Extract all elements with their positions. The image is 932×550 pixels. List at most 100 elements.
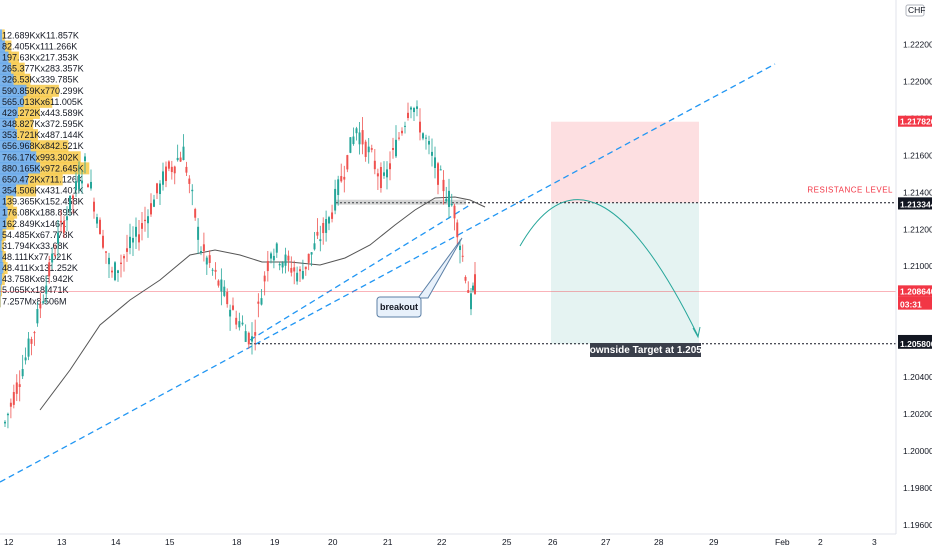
volume-profile-label: 176.08Kx188.895K (2, 208, 79, 218)
candle-body (437, 163, 439, 185)
volume-profile-label: 353.721Kx487.144K (2, 130, 84, 140)
candle-body (51, 253, 54, 263)
projection-arrowhead (692, 326, 701, 339)
currency-label: CHF (908, 5, 925, 15)
time-axis[interactable]: 12 13 14 15 18 19 20 21 22 25 26 27 28 29 Feb 2 3 (0, 533, 896, 547)
candle-body (159, 183, 161, 195)
candle-body (284, 254, 287, 266)
candle-body (358, 132, 361, 145)
candlestick-series (4, 100, 476, 429)
candle-body (176, 157, 179, 161)
candle-body (211, 269, 214, 271)
volume-profile-label: 197.63Kx217.353K (2, 53, 79, 63)
candle-body (325, 219, 328, 233)
candle-body (205, 257, 208, 265)
candle-body (316, 231, 319, 236)
volume-profile-bar-up (3, 262, 8, 275)
price-axis[interactable]: 1.2220001.2200001.2180001.2160001.214000… (895, 0, 932, 534)
candle-body (78, 174, 80, 190)
price-tag (898, 198, 932, 210)
moving-average-line (39, 196, 486, 411)
candle-body (129, 236, 131, 249)
time-tick-label: 12 (4, 537, 14, 547)
candle-body (99, 219, 101, 235)
candle-body (322, 222, 325, 234)
volume-profile-bar-down (0, 173, 29, 186)
candle-body (150, 203, 152, 215)
candle-body (376, 173, 379, 177)
candle-body (349, 137, 352, 153)
candle-body (4, 421, 6, 424)
candle-body (24, 357, 27, 361)
candle-body (334, 188, 337, 211)
volume-profile-bar-up (2, 228, 6, 241)
price-tick-label: 1.220000 (903, 77, 932, 87)
volume-profile-bar-down (0, 262, 4, 275)
candle-body (132, 237, 134, 243)
time-tick-label: 25 (502, 537, 512, 547)
volume-profile-label: 656.968Kx842.521K (2, 141, 84, 151)
candle-body (343, 176, 346, 180)
candle-body (235, 317, 238, 325)
candle-body (9, 402, 12, 407)
candle-body (340, 176, 343, 182)
volume-profile-label: 31.794Kx33.68K (2, 241, 69, 251)
candle-body (208, 255, 211, 263)
candle-body (111, 270, 113, 273)
volume-profile-bar-down (0, 250, 3, 263)
candle-body (141, 223, 143, 229)
time-tick-label: 28 (654, 537, 664, 547)
candle-body (200, 251, 202, 253)
volume-profile-bar-down (0, 273, 3, 286)
volume-profile-bar-up (40, 162, 90, 175)
breakout-callout-bubble (376, 296, 422, 318)
candle-body (275, 243, 278, 253)
candle-body (241, 322, 244, 325)
candle-body (126, 248, 128, 252)
candle-body (431, 151, 433, 156)
candle-body (162, 171, 164, 185)
volume-profile-bar-up (0, 284, 2, 297)
ascending-trendline (0, 63, 776, 483)
price-tag-label: 1.205800 (900, 339, 932, 349)
candle-body (135, 226, 137, 237)
time-tick-label: 2 (818, 537, 823, 547)
volume-profile-bar-up (2, 273, 5, 286)
annotations: RESISTANCE LEVEL breakout Downside Target … (376, 186, 893, 357)
drawing-lines (0, 63, 896, 483)
candle-body (270, 253, 272, 259)
candle-body (153, 199, 155, 207)
volume-profile-bar-down (0, 129, 18, 142)
volume-profile-bar-down (0, 40, 6, 53)
volume-profile-label: 82.405Kx111.266K (2, 41, 77, 51)
volume-profile-bar-up (16, 184, 37, 197)
candle-body (313, 243, 316, 250)
candle-body (278, 263, 281, 266)
candle-body (6, 413, 9, 416)
candle-body (90, 181, 92, 189)
volume-profile-bar-up (2, 250, 6, 263)
volume-profile-bar-down (0, 84, 27, 97)
candle-body (266, 261, 269, 272)
candle-body (108, 257, 110, 265)
breakout-label: breakout (380, 302, 418, 312)
volume-profile-label: 43.758Kx65.942K (2, 274, 74, 284)
candle-body (287, 255, 290, 261)
volume-profile-bar-down (0, 73, 14, 86)
volume-profile-bar-up (36, 151, 81, 164)
candle-body (179, 157, 182, 162)
candle-body (383, 172, 385, 176)
volume-profile-bar-up (13, 73, 31, 86)
volume-profile-bar-down (0, 51, 9, 64)
price-tick-label: 1.222000 (903, 40, 932, 50)
time-tick-label: 21 (383, 537, 393, 547)
volume-profile-bar-down (0, 106, 18, 119)
candle-body (147, 216, 149, 224)
time-tick-label: Feb (775, 537, 790, 547)
time-tick-label: 19 (270, 537, 280, 547)
time-tick-label: 15 (165, 537, 175, 547)
price-tick-label: 1.196000 (903, 520, 932, 530)
take-profit-zone (551, 202, 699, 344)
